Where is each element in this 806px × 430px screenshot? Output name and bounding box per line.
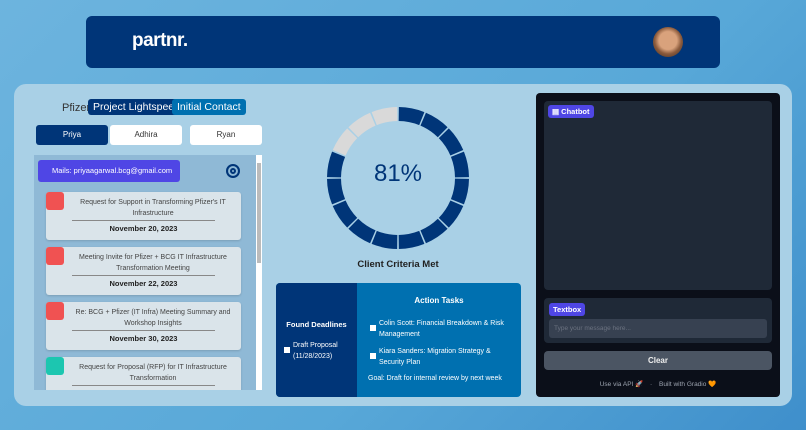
status-square (46, 302, 64, 320)
api-link[interactable]: Use via API 🚀 (599, 381, 644, 388)
mail-item[interactable]: Request for Proposal (RFP) for IT Infras… (46, 357, 241, 390)
chat-icon: ▤ (552, 107, 562, 116)
logo: partnr. (132, 30, 188, 51)
message-input[interactable] (549, 319, 767, 338)
textbox-label: Textbox (549, 303, 586, 316)
donut-segment-filled (420, 112, 448, 138)
tab-adhira[interactable]: Adhira (110, 125, 182, 145)
donut-segment-empty (371, 107, 398, 126)
chatbot-area: ▤ Chatbot (544, 101, 772, 290)
task-checkbox[interactable] (370, 325, 376, 331)
tasks-title: Action Tasks (414, 296, 464, 305)
donut-segment-filled (420, 218, 448, 244)
chatbot-label: ▤ Chatbot (548, 105, 594, 118)
chat-panel: ▤ Chatbot Textbox Clear Use via API 🚀 · … (536, 93, 780, 397)
donut-segment-filled (398, 107, 425, 126)
scrollbar[interactable] (256, 155, 262, 390)
task-goal: Goal: Draft for internal review by next … (368, 375, 502, 382)
donut-caption: Client Criteria Met (357, 259, 439, 270)
donut-segment-filled (371, 230, 398, 249)
task-label: Colin Scott: Financial Breakdown & Risk … (379, 320, 504, 338)
stage-badge: Initial Contact (172, 99, 246, 115)
donut-segment-empty (348, 112, 376, 138)
task-checkbox[interactable] (370, 353, 376, 359)
gradio-link[interactable]: Built with Gradio 🧡 (659, 381, 717, 388)
donut-segment-filled (327, 151, 346, 178)
tab-ryan[interactable]: Ryan (190, 125, 262, 145)
mail-title: Request for Support in Transforming Pfiz… (80, 199, 226, 217)
avatar[interactable] (653, 27, 683, 57)
mail-date: November 20, 2023 (109, 224, 178, 233)
donut-segment-filled (438, 128, 464, 156)
mail-item[interactable]: Re: BCG + Pfizer (IT Infra) Meeting Summ… (46, 302, 241, 350)
donut-segment-filled (450, 178, 469, 205)
criteria-donut-chart (327, 107, 469, 249)
divider (72, 385, 215, 386)
tab-priya[interactable]: Priya (36, 125, 108, 145)
deadline-label: Draft Proposal (11/28/2023) (293, 342, 338, 360)
tasks-panel: Found Deadlines Draft Proposal (11/28/20… (276, 283, 521, 397)
donut-segment-empty (332, 128, 358, 156)
mail-date: November 22, 2023 (109, 279, 178, 288)
scrollbar-thumb[interactable] (257, 163, 261, 263)
textbox-area: Textbox (544, 298, 772, 343)
mails-label: Mails: priyaagarwal.bcg@gmail.com (38, 160, 180, 182)
deadlines-section: Found Deadlines Draft Proposal (11/28/20… (276, 283, 357, 397)
mail-title: Meeting Invite for Pfizer + BCG IT Infra… (79, 254, 227, 272)
status-square (46, 192, 64, 210)
donut-value: 81% (373, 160, 423, 187)
divider (72, 275, 215, 276)
deadline-checkbox[interactable] (284, 347, 290, 353)
mail-list[interactable]: Mails: priyaagarwal.bcg@gmail.com Reques… (34, 155, 262, 390)
donut-segment-filled (438, 200, 464, 228)
clear-button[interactable]: Clear (544, 351, 772, 370)
top-header: partnr. (86, 16, 720, 68)
donut-segment-filled (450, 151, 469, 178)
separator: · (650, 381, 653, 388)
client-label: Pfizer: (62, 102, 94, 114)
task-label: Kiara Sanders: Migration Strategy & Secu… (379, 348, 491, 366)
target-icon[interactable] (226, 164, 240, 178)
mail-date: November 30, 2023 (109, 334, 178, 343)
donut-segment-filled (398, 230, 425, 249)
mail-item[interactable]: Meeting Invite for Pfizer + BCG IT Infra… (46, 247, 241, 295)
mail-title: Re: BCG + Pfizer (IT Infra) Meeting Summ… (75, 309, 231, 327)
divider (72, 330, 215, 331)
mail-title: Request for Proposal (RFP) for IT Infras… (79, 364, 227, 382)
status-square (46, 357, 64, 375)
footer: Use via API 🚀 · Built with Gradio 🧡 (536, 380, 780, 388)
donut-segment-filled (327, 178, 346, 205)
status-square (46, 247, 64, 265)
donut-segment-filled (332, 200, 358, 228)
project-badge: Project Lightspeed (88, 99, 185, 115)
deadlines-title: Found Deadlines (286, 320, 347, 329)
donut-segment-filled (348, 218, 376, 244)
divider (72, 220, 215, 221)
mail-item[interactable]: Request for Support in Transforming Pfiz… (46, 192, 241, 240)
